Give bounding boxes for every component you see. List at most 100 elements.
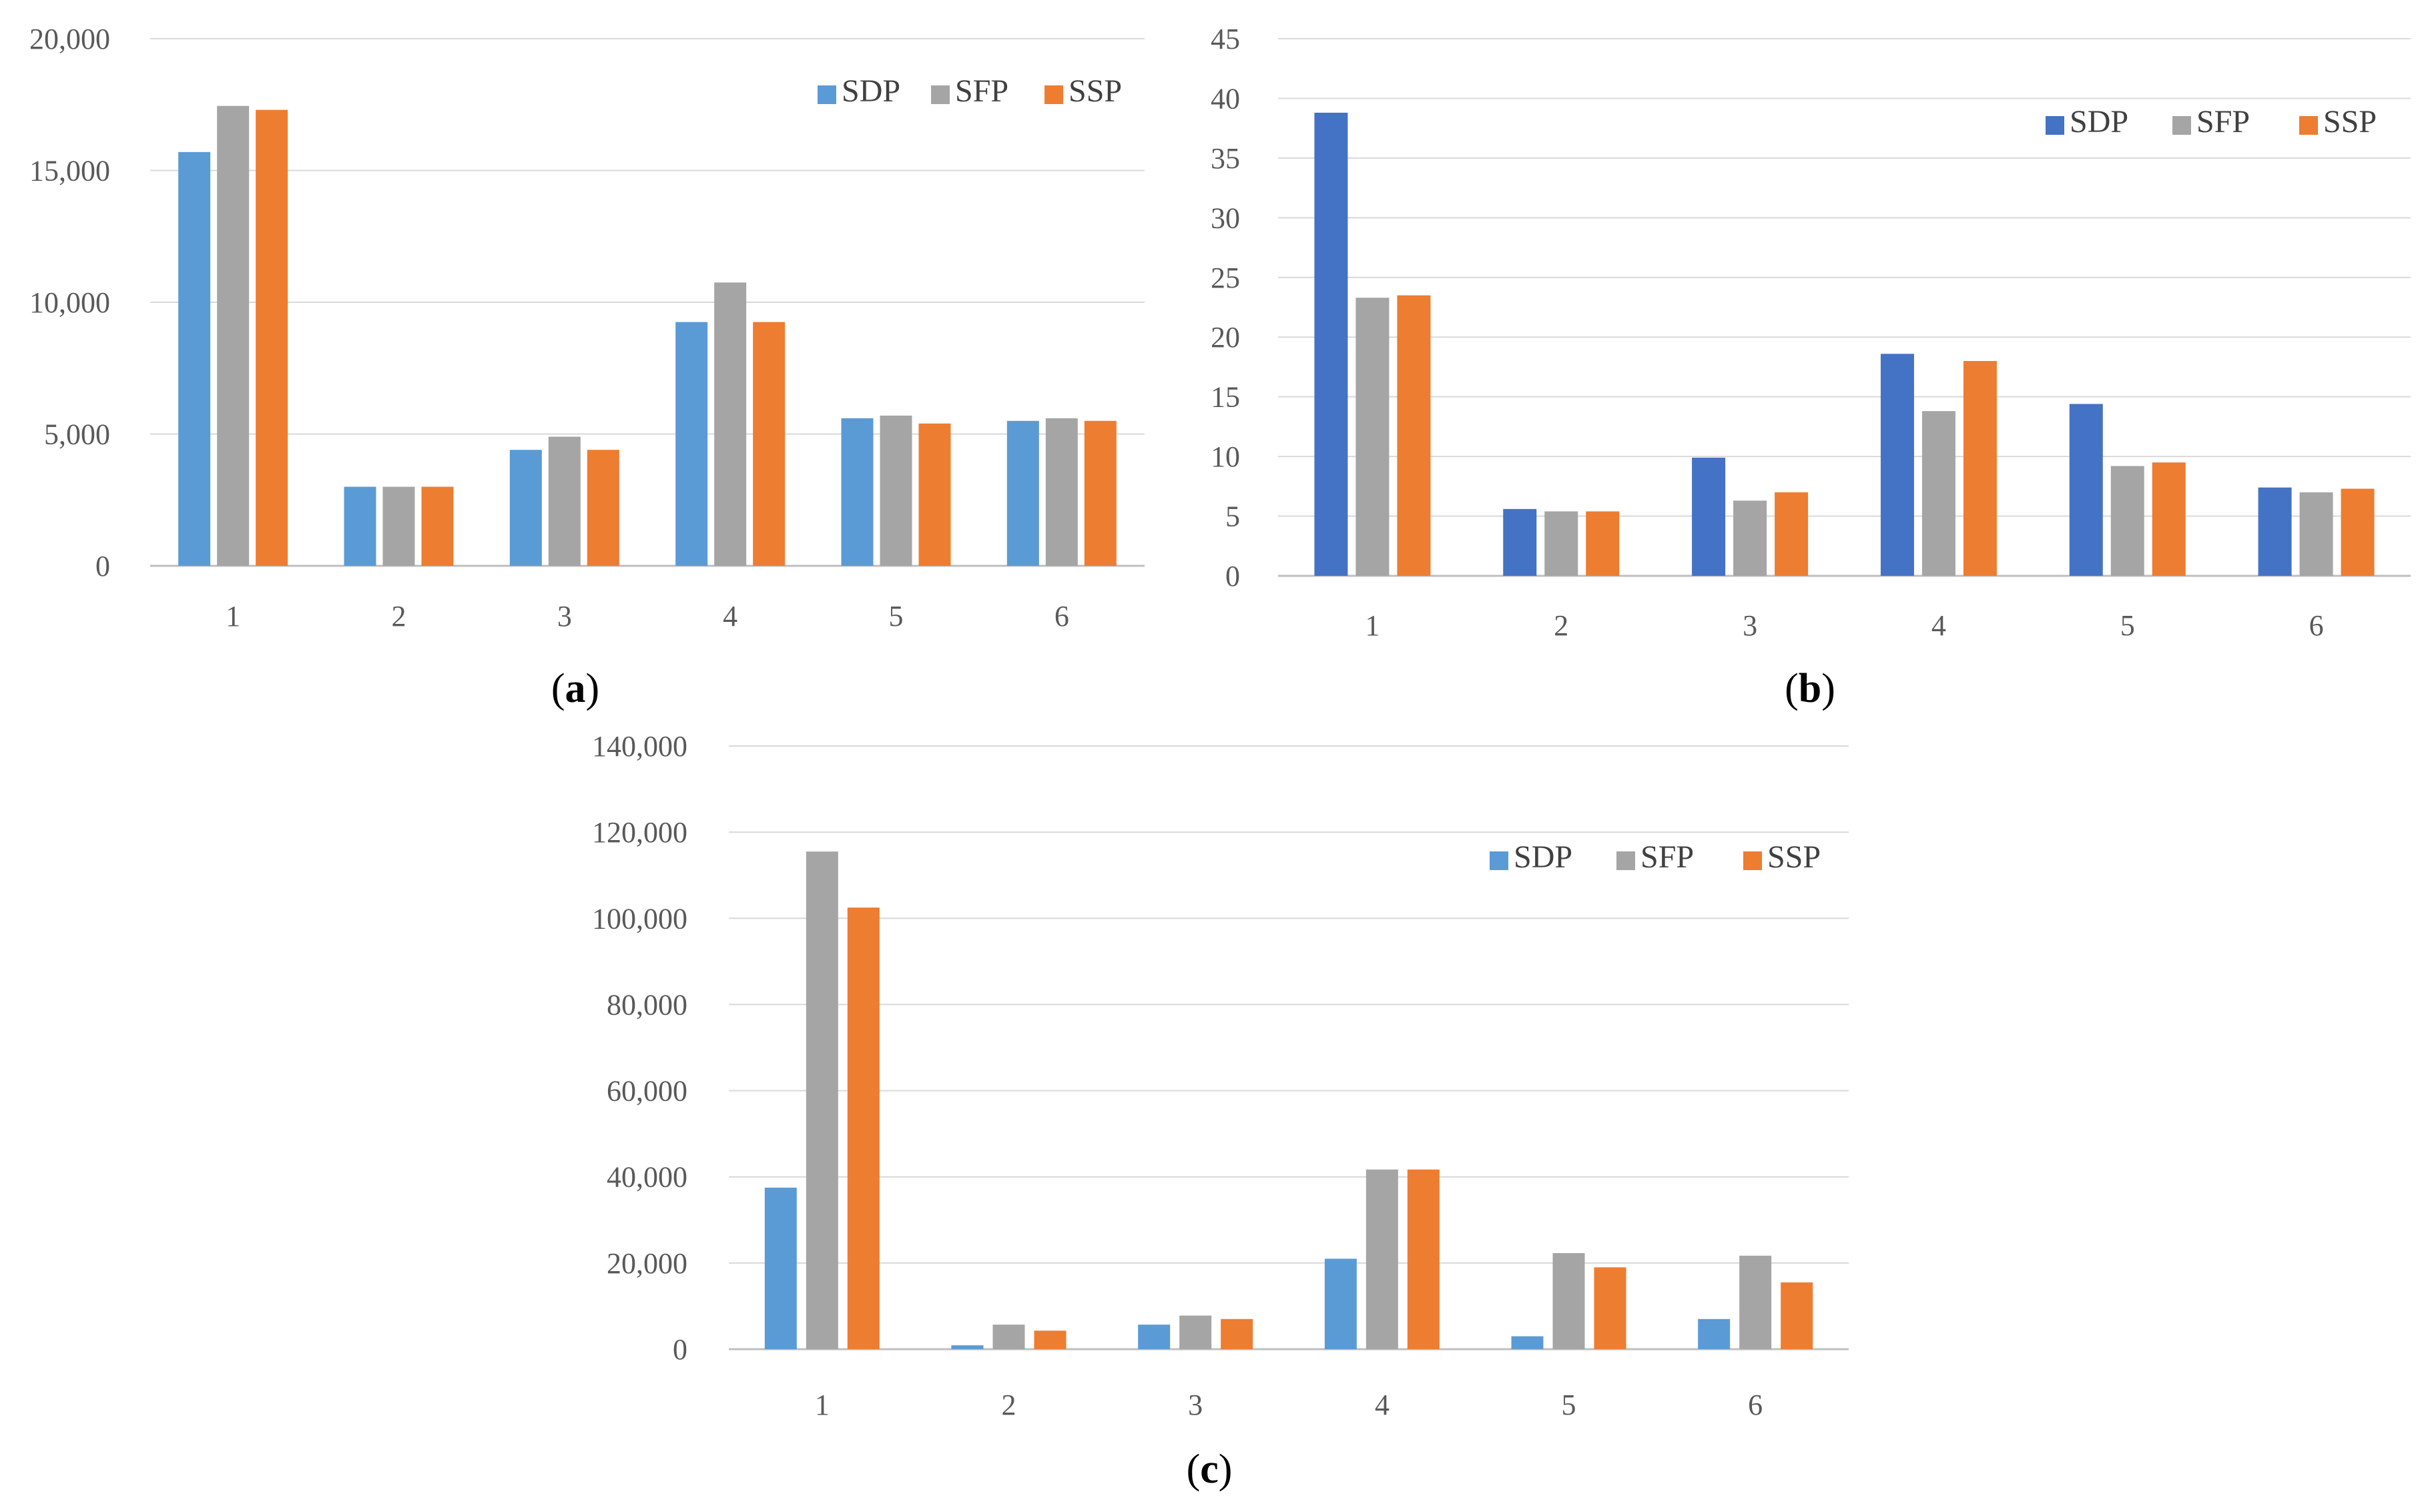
legend-label-sfp: SFP [1640, 839, 1694, 875]
x-tick-label: 1 [226, 600, 240, 633]
bar-sdp-4 [1324, 1258, 1357, 1349]
bar-sdp-3 [1138, 1325, 1171, 1349]
bar-ssp-1 [847, 907, 880, 1349]
y-tick-label: 20,000 [29, 23, 110, 55]
x-tick-label: 5 [2120, 609, 2135, 642]
legend-swatch-ssp [1743, 851, 1762, 870]
bar-sfp-5 [880, 415, 912, 566]
panel-letter-a: a [565, 666, 586, 711]
legend-label-sdp: SDP [2070, 104, 2128, 139]
bar-sfp-5 [1552, 1253, 1585, 1349]
bar-sfp-4 [1366, 1169, 1398, 1349]
bar-sdp-6 [1698, 1318, 1731, 1349]
legend-swatch-ssp [1044, 85, 1063, 104]
bar-ssp-1 [1397, 295, 1431, 576]
x-tick-label: 5 [889, 600, 904, 633]
legend-label-sfp: SFP [955, 73, 1008, 109]
panel-label-a: (a) [551, 666, 599, 711]
panel-letter-c: c [1200, 1447, 1219, 1492]
bar-sdp-4 [1880, 354, 1914, 576]
bar-sdp-5 [2069, 404, 2103, 576]
y-tick-label: 30 [1211, 202, 1240, 234]
legend-swatch-sdp [818, 85, 836, 104]
y-tick-label: 80,000 [607, 988, 687, 1021]
bar-sdp-2 [344, 486, 376, 566]
legend-swatch-sdp [1490, 851, 1508, 870]
bar-sfp-6 [1045, 418, 1078, 566]
bar-sdp-1 [764, 1187, 797, 1349]
y-tick-label: 25 [1211, 262, 1240, 294]
bar-sfp-1 [217, 105, 250, 566]
y-tick-label: 0 [95, 550, 110, 583]
chart-a: 0 5,000 10,000 15,000 20,000 1 2 3 4 5 6 SDP SFP SSP (… [29, 23, 1145, 711]
legend-swatch-sfp [2172, 116, 2191, 135]
x-tick-label: 3 [1743, 609, 1757, 642]
bar-sfp-2 [382, 486, 415, 566]
bar-sdp-4 [675, 322, 708, 566]
bar-sdp-6 [1006, 420, 1039, 566]
x-tick-label: 4 [1375, 1389, 1390, 1421]
bar-ssp-4 [753, 322, 786, 566]
y-tick-label: 35 [1211, 142, 1240, 175]
bar-ssp-5 [2152, 462, 2186, 576]
y-tick-label: 140,000 [592, 730, 687, 763]
bar-sfp-6 [1739, 1255, 1772, 1349]
legend-swatch-sdp [2046, 116, 2064, 135]
legend-swatch-ssp [2299, 116, 2318, 135]
x-tick-label: 2 [1002, 1389, 1016, 1421]
y-tick-label: 60,000 [607, 1075, 687, 1108]
y-tick-label: 20 [1211, 321, 1240, 354]
y-tick-label: 5 [1225, 500, 1240, 533]
y-tick-label: 5,000 [44, 418, 110, 451]
y-tick-label: 15,000 [29, 155, 110, 187]
bar-ssp-4 [1407, 1169, 1440, 1349]
x-tick-label: 6 [2309, 609, 2324, 642]
y-tick-label: 15 [1211, 381, 1240, 414]
bar-ssp-3 [1775, 492, 1809, 576]
bar-ssp-6 [2341, 488, 2375, 576]
legend-label-ssp: SSP [2323, 104, 2377, 139]
panel-letter-b: b [1799, 666, 1821, 711]
bar-sdp-1 [1314, 112, 1348, 576]
y-tick-label: 0 [1225, 560, 1240, 593]
legend-label-sfp: SFP [2196, 104, 2250, 139]
bar-ssp-1 [256, 109, 288, 566]
x-tick-label: 1 [815, 1389, 830, 1421]
x-tick-label: 3 [1188, 1389, 1203, 1421]
bar-ssp-4 [1963, 361, 1997, 576]
bar-sfp-5 [2110, 466, 2144, 576]
legend-label-ssp: SSP [1767, 839, 1821, 875]
x-tick-label: 2 [1554, 609, 1568, 642]
bar-sfp-6 [2299, 492, 2333, 576]
bar-sdp-3 [509, 450, 542, 566]
bar-ssp-5 [1594, 1267, 1626, 1349]
bar-sfp-3 [1733, 500, 1767, 576]
bar-sfp-1 [806, 851, 838, 1349]
bar-sdp-3 [1692, 457, 1726, 576]
y-tick-label: 40,000 [607, 1161, 687, 1194]
bar-ssp-3 [1221, 1318, 1253, 1349]
x-tick-label: 6 [1748, 1389, 1763, 1421]
legend-swatch-sfp [1616, 851, 1635, 870]
x-tick-label: 5 [1562, 1389, 1576, 1421]
y-tick-label: 10 [1211, 440, 1240, 473]
bar-ssp-5 [918, 423, 951, 566]
bar-ssp-3 [587, 450, 619, 566]
bar-sfp-4 [714, 282, 747, 566]
legend-label-sdp: SDP [1514, 839, 1572, 875]
bar-sfp-2 [992, 1325, 1025, 1349]
legend-label-ssp: SSP [1069, 73, 1122, 109]
x-tick-label: 6 [1054, 600, 1069, 633]
y-tick-label: 20,000 [607, 1247, 687, 1280]
y-tick-label: 120,000 [592, 816, 687, 849]
bar-ssp-6 [1781, 1282, 1813, 1349]
bar-sfp-3 [1179, 1315, 1212, 1349]
bar-sdp-2 [951, 1345, 984, 1349]
legend-label-sdp: SDP [842, 73, 900, 109]
chart-c: 0 20,000 40,000 60,000 80,000 100,000 120,000 1… [592, 730, 1849, 1492]
legend-swatch-sfp [931, 85, 950, 104]
bar-sdp-5 [841, 418, 874, 566]
y-tick-label: 40 [1211, 82, 1240, 115]
